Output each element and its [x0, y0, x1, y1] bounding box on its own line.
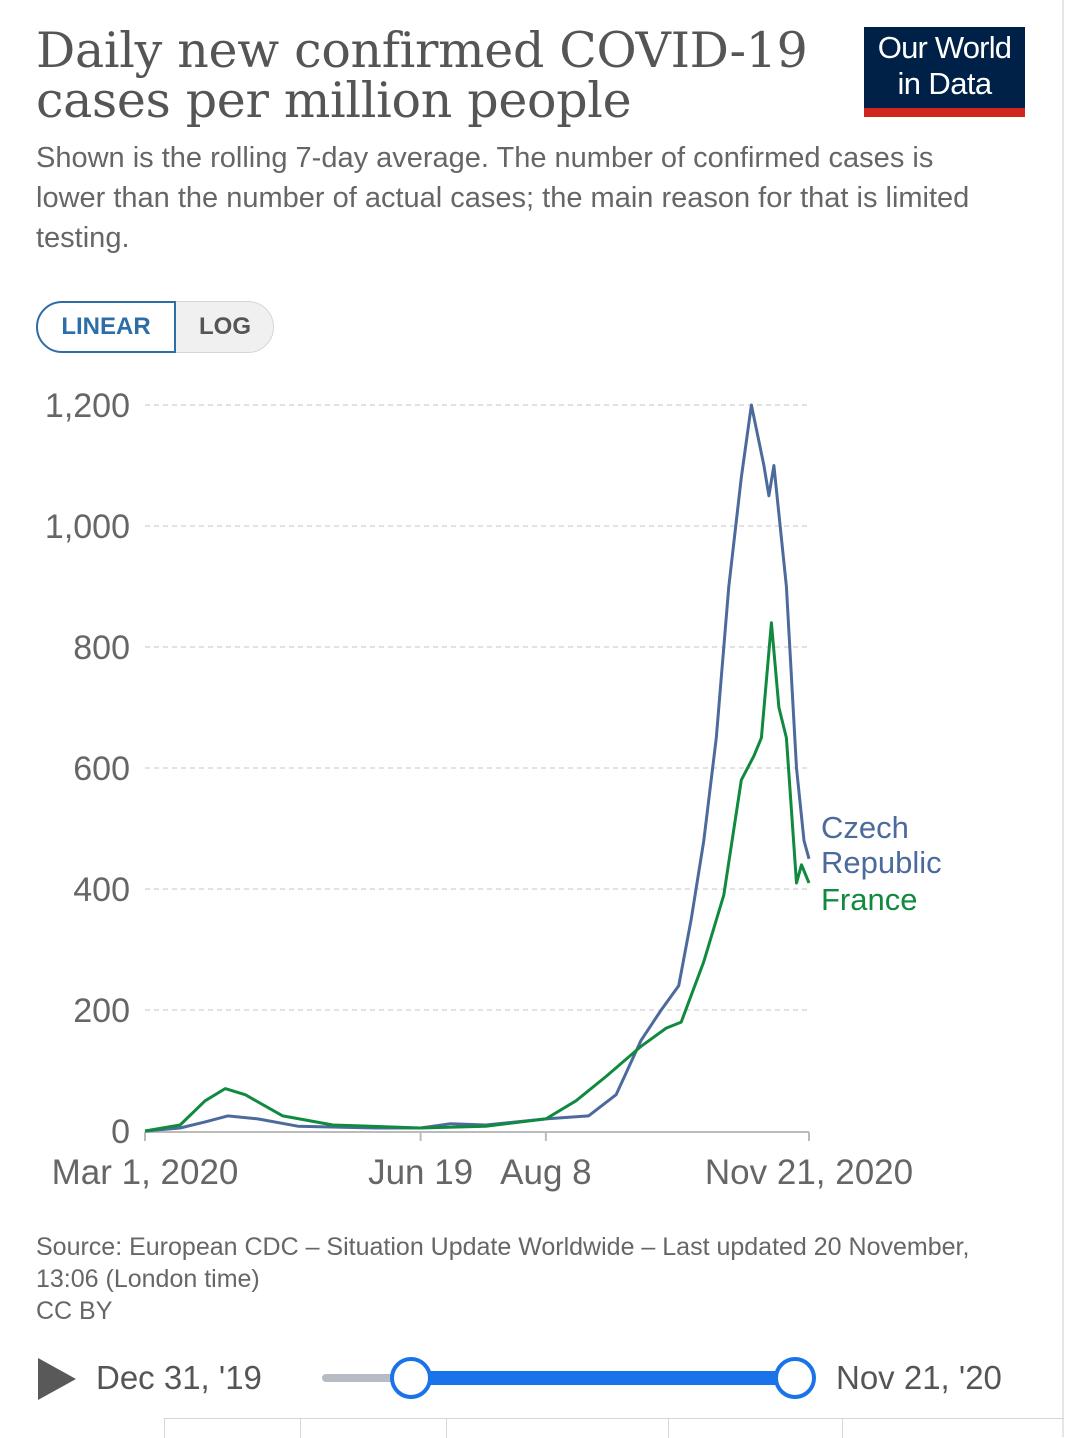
tab-separator — [668, 1419, 669, 1438]
play-icon[interactable] — [38, 1358, 76, 1400]
timeline-control: Dec 31, '19 Nov 21, '20 — [0, 1345, 1075, 1415]
logo-line1: Our World — [877, 30, 1012, 65]
logo-red-bar — [864, 108, 1025, 117]
tab-separator — [300, 1419, 301, 1438]
tab-separator — [446, 1419, 447, 1438]
owid-logo[interactable]: Our World in Data — [864, 27, 1025, 117]
scale-toggle: LINEAR LOG — [36, 301, 274, 353]
x-tick-label: Nov 21, 2020 — [705, 1153, 913, 1192]
series-line — [144, 621, 811, 1133]
page-edge-divider — [1062, 0, 1064, 1437]
timeline-start-handle[interactable] — [390, 1357, 432, 1399]
source-note: Source: European CDC – Situation Update … — [36, 1231, 1016, 1327]
tab-separator — [842, 1419, 843, 1438]
source-text: Source: European CDC – Situation Update … — [36, 1233, 970, 1293]
timeline-start-label: Dec 31, '19 — [96, 1359, 262, 1396]
series-line — [144, 403, 811, 1133]
timeline-selected-range — [409, 1371, 793, 1385]
series-label: France — [821, 882, 917, 917]
chart-subtitle: Shown is the rolling 7-day average. The … — [36, 142, 970, 254]
y-tick-label: 1,000 — [45, 508, 130, 546]
chart-title: Daily new confirmed COVID-19 cases per m… — [36, 22, 808, 129]
y-tick-label: 1,200 — [45, 387, 130, 425]
series-label: Czech Republic — [821, 810, 942, 880]
bottom-tab-strip — [164, 1418, 1064, 1438]
x-tick-label: Jun 19 — [368, 1153, 473, 1192]
y-tick-label: 400 — [73, 871, 130, 909]
x-tick-label: Mar 1, 2020 — [52, 1153, 239, 1192]
timeline-end-handle[interactable] — [774, 1357, 816, 1399]
timeline-end-label: Nov 21, '20 — [836, 1359, 1002, 1396]
license-text[interactable]: CC BY — [36, 1297, 113, 1325]
x-tick-label: Aug 8 — [500, 1153, 591, 1192]
line-chart: 0 200 400 600 800 1,000 1,200 Mar 1, 2020 Jun 19… — [45, 387, 942, 1192]
y-tick-label: 200 — [73, 992, 130, 1030]
logo-line2: in Data — [897, 66, 992, 101]
linear-scale-button[interactable]: LINEAR — [36, 301, 176, 353]
y-tick-label: 0 — [111, 1113, 130, 1151]
log-scale-button[interactable]: LOG — [199, 313, 251, 340]
y-tick-label: 600 — [73, 750, 130, 788]
y-tick-label: 800 — [73, 629, 130, 667]
tab-separator — [164, 1419, 165, 1438]
